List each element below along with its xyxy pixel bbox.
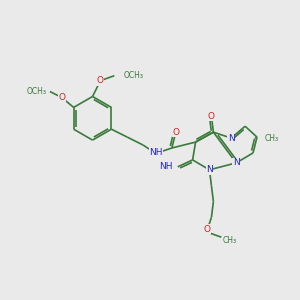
Text: O: O	[58, 93, 65, 102]
Text: NH: NH	[159, 162, 173, 171]
Text: N: N	[206, 165, 213, 174]
Text: N: N	[228, 134, 235, 142]
Text: OCH₃: OCH₃	[27, 87, 47, 96]
Text: O: O	[172, 128, 179, 137]
Text: O: O	[204, 225, 211, 234]
Text: N: N	[233, 158, 240, 167]
Text: NH: NH	[149, 148, 163, 158]
Text: CH₃: CH₃	[265, 134, 279, 142]
Text: CH₃: CH₃	[222, 236, 236, 245]
Text: O: O	[97, 76, 104, 85]
Text: O: O	[208, 112, 215, 121]
Text: OCH₃: OCH₃	[123, 71, 143, 80]
